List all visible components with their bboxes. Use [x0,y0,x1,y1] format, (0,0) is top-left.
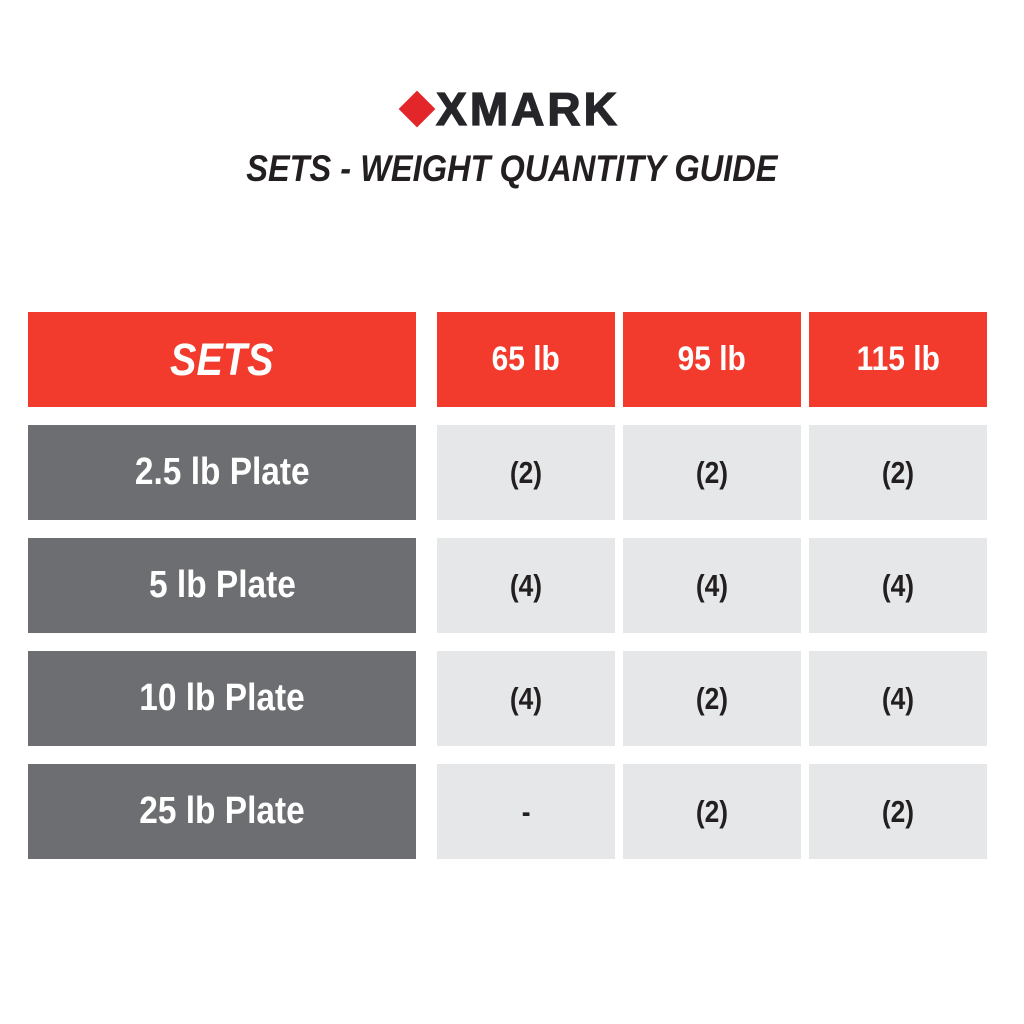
table-row: 25 lb Plate - (2) (2) [28,764,987,859]
table-row: 10 lb Plate (4) (2) (4) [28,651,987,746]
quantity-value: - [521,793,531,829]
quantity-cell: - [437,764,615,859]
quantity-value: (4) [881,680,915,716]
quantity-cell: (2) [623,651,801,746]
quantity-cell: (2) [809,425,987,520]
column-header-cell: 115 lb [809,312,987,407]
quantity-value: (4) [695,567,729,603]
quantity-cell: (4) [623,538,801,633]
column-header-cell: 95 lb [623,312,801,407]
quantity-cell: (4) [437,651,615,746]
column-header-cell: 65 lb [437,312,615,407]
quantity-value: (4) [509,567,543,603]
quantity-value: (2) [881,793,915,829]
row-label: 5 lb Plate [148,564,296,606]
quantity-cell: (2) [623,425,801,520]
column-header-label: 65 lb [491,340,561,378]
xmark-logo: XMARK [0,83,1024,135]
quantity-value: (2) [695,680,729,716]
quantity-cell: (2) [809,764,987,859]
quantity-value: (2) [695,454,729,490]
page-header: XMARK SETS - WEIGHT QUANTITY GUIDE [0,0,1024,187]
row-label-cell: 5 lb Plate [28,538,416,633]
column-header-label: 95 lb [677,340,747,378]
quantity-value: (2) [695,793,729,829]
logo-text: XMARK [436,83,620,135]
quantity-cell: (4) [809,538,987,633]
quantity-cell: (4) [437,538,615,633]
weight-quantity-table: SETS 65 lb 95 lb 115 lb 2.5 lb Plate (2) (2)… [28,312,987,859]
quantity-cell: (2) [623,764,801,859]
quantity-value: (4) [509,680,543,716]
row-label-cell: 2.5 lb Plate [28,425,416,520]
quantity-value: (2) [509,454,543,490]
row-label-cell: 10 lb Plate [28,651,416,746]
column-header-label: 115 lb [856,340,940,378]
page-title: SETS - WEIGHT QUANTITY GUIDE [246,148,778,189]
diamond-icon [398,90,436,128]
quantity-cell: (4) [809,651,987,746]
row-label-cell: 25 lb Plate [28,764,416,859]
corner-header-cell: SETS [28,312,416,407]
quantity-value: (4) [881,567,915,603]
table-row: 2.5 lb Plate (2) (2) (2) [28,425,987,520]
quantity-value: (2) [881,454,915,490]
row-label: 25 lb Plate [139,790,305,832]
table-row: 5 lb Plate (4) (4) (4) [28,538,987,633]
row-label: 10 lb Plate [139,677,305,719]
quantity-cell: (2) [437,425,615,520]
row-label: 2.5 lb Plate [134,451,310,493]
table-header-row: SETS 65 lb 95 lb 115 lb [28,312,987,407]
